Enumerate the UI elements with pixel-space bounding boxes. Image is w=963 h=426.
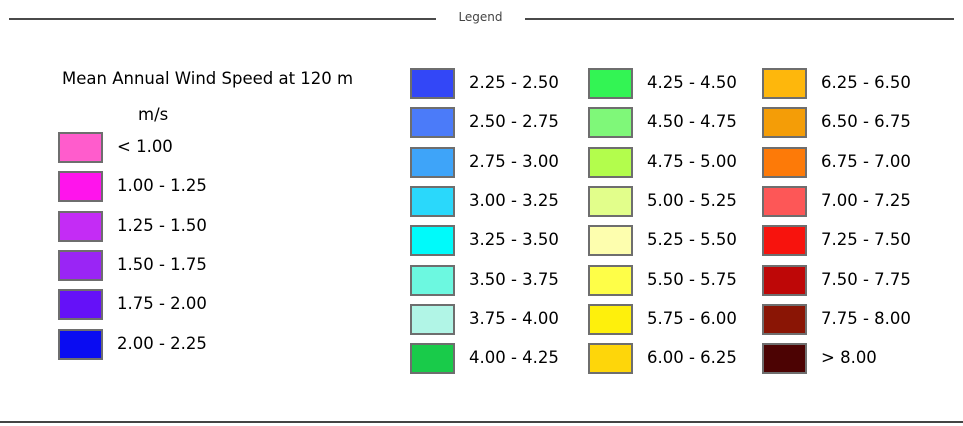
- legend-swatch: [588, 147, 633, 178]
- legend-swatch: [588, 343, 633, 374]
- legend-item-label: 6.75 - 7.00: [821, 152, 911, 171]
- legend-swatch: [410, 107, 455, 138]
- legend-item-label: 3.00 - 3.25: [469, 191, 559, 210]
- legend-item-label: 2.25 - 2.50: [469, 73, 559, 92]
- legend-swatch: [588, 186, 633, 217]
- legend-item-label: 7.00 - 7.25: [821, 191, 911, 210]
- legend-swatch: [588, 68, 633, 99]
- legend-item-label: 1.50 - 1.75: [117, 255, 207, 274]
- legend-swatch: [762, 265, 807, 296]
- legend-swatch: [410, 225, 455, 256]
- legend-item-label: 7.50 - 7.75: [821, 270, 911, 289]
- legend-item-label: 5.75 - 6.00: [647, 309, 737, 328]
- legend-item-label: 4.75 - 5.00: [647, 152, 737, 171]
- legend-swatch: [588, 265, 633, 296]
- legend-item-label: 1.25 - 1.50: [117, 216, 207, 235]
- legend-swatch: [58, 329, 103, 360]
- legend-swatch: [410, 186, 455, 217]
- legend-item-label: 3.50 - 3.75: [469, 270, 559, 289]
- legend-swatch: [410, 304, 455, 335]
- legend-swatch: [762, 225, 807, 256]
- legend-item-label: 5.50 - 5.75: [647, 270, 737, 289]
- legend-swatch: [410, 147, 455, 178]
- legend-item-label: 5.00 - 5.25: [647, 191, 737, 210]
- legend-item-label: > 8.00: [821, 348, 877, 367]
- legend-swatch: [410, 265, 455, 296]
- legend-swatch: [588, 304, 633, 335]
- legend-swatch: [58, 171, 103, 202]
- legend-item-label: 2.50 - 2.75: [469, 112, 559, 131]
- legend-item-label: 3.75 - 4.00: [469, 309, 559, 328]
- legend-item-label: < 1.00: [117, 137, 173, 156]
- legend-swatch: [58, 250, 103, 281]
- legend-item-label: 4.50 - 4.75: [647, 112, 737, 131]
- legend-swatch: [762, 186, 807, 217]
- legend-swatch: [58, 132, 103, 163]
- legend-title: Legend: [458, 10, 503, 24]
- legend-item-label: 4.00 - 4.25: [469, 348, 559, 367]
- legend-swatch: [588, 225, 633, 256]
- legend-swatch: [762, 343, 807, 374]
- legend-swatch: [762, 107, 807, 138]
- legend-item-label: 6.00 - 6.25: [647, 348, 737, 367]
- legend-swatch: [58, 211, 103, 242]
- legend-item-label: 4.25 - 4.50: [647, 73, 737, 92]
- legend-swatch: [588, 107, 633, 138]
- legend-item-label: 7.75 - 8.00: [821, 309, 911, 328]
- bottom-divider: [0, 421, 963, 423]
- legend-item-label: 2.00 - 2.25: [117, 334, 207, 353]
- legend-item-label: 2.75 - 3.00: [469, 152, 559, 171]
- legend-item-label: 6.25 - 6.50: [821, 73, 911, 92]
- legend-title-rule-right: [525, 18, 954, 20]
- legend-swatch: [762, 304, 807, 335]
- legend-item-label: 1.00 - 1.25: [117, 176, 207, 195]
- legend-item-label: 5.25 - 5.50: [647, 230, 737, 249]
- legend-units: m/s: [138, 105, 169, 124]
- legend-item-label: 7.25 - 7.50: [821, 230, 911, 249]
- legend-swatch: [410, 343, 455, 374]
- legend-item-label: 6.50 - 6.75: [821, 112, 911, 131]
- legend-swatch: [762, 147, 807, 178]
- legend-item-label: 1.75 - 2.00: [117, 294, 207, 313]
- legend-title-rule-left: [9, 18, 436, 20]
- legend-heading: Mean Annual Wind Speed at 120 m: [62, 69, 354, 88]
- legend-swatch: [762, 68, 807, 99]
- legend-swatch: [58, 289, 103, 320]
- legend-swatch: [410, 68, 455, 99]
- legend-item-label: 3.25 - 3.50: [469, 230, 559, 249]
